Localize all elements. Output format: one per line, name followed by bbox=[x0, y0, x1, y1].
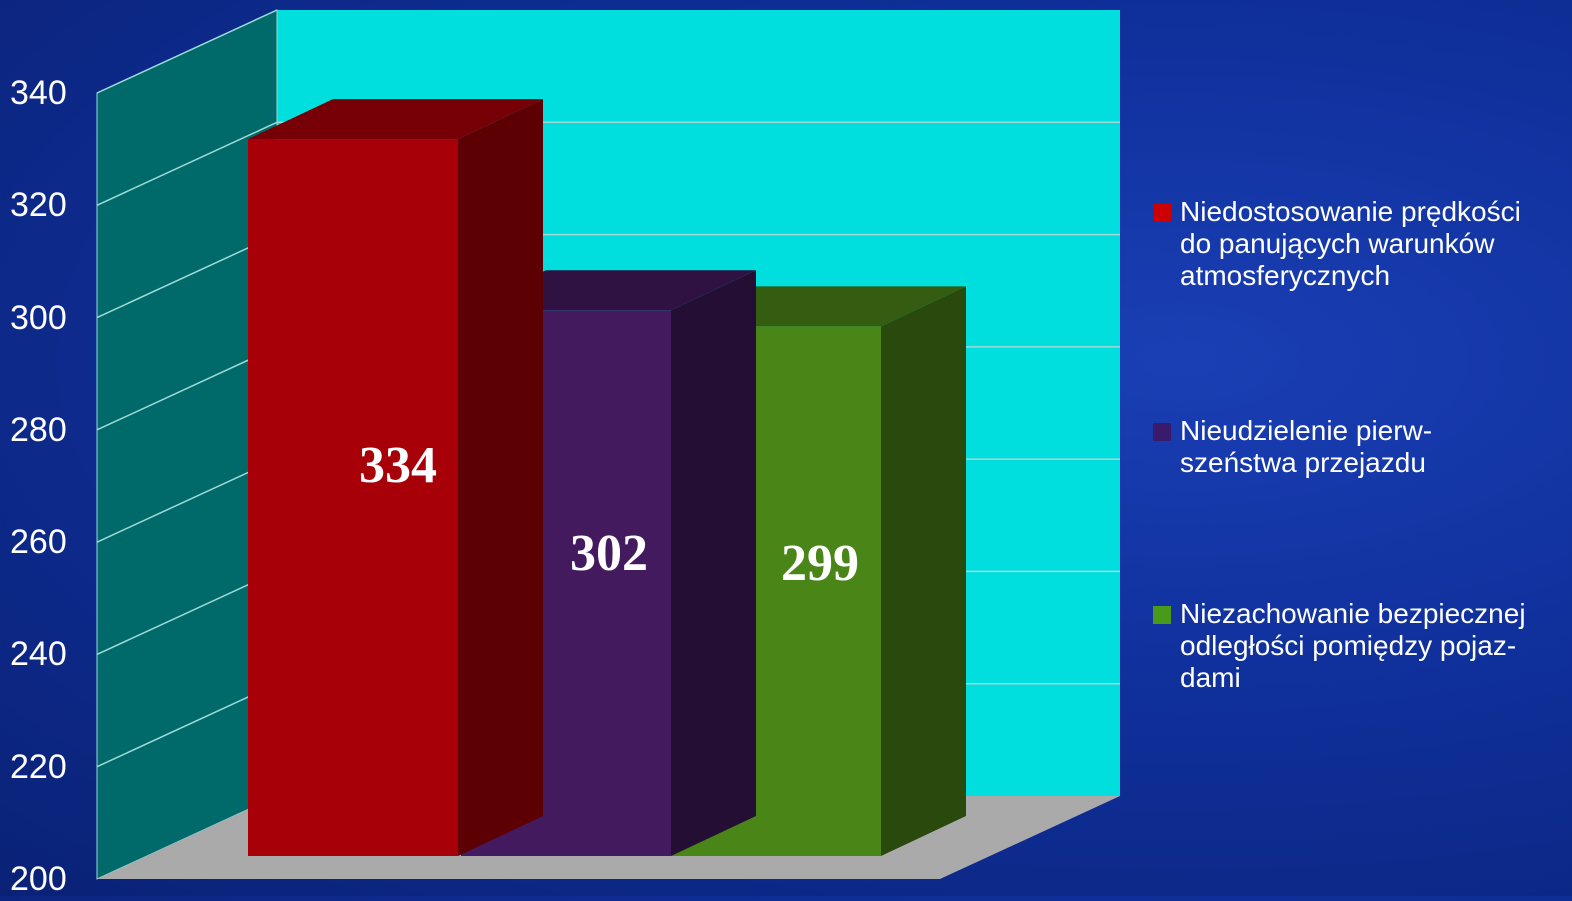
gridline-side bbox=[96, 9, 278, 94]
bar-side-face bbox=[881, 286, 966, 857]
bar-side-face bbox=[671, 270, 756, 856]
legend-label: Niezachowanie bezpiecznej bbox=[1180, 598, 1526, 629]
y-tick-label: 200 bbox=[10, 860, 67, 898]
bar-top-face bbox=[248, 99, 543, 140]
legend-item: Niezachowanie bezpiecznej odległości pomi… bbox=[1153, 598, 1568, 694]
y-tick-label: 300 bbox=[10, 298, 67, 337]
legend-swatch bbox=[1153, 204, 1171, 222]
legend-swatch bbox=[1153, 423, 1171, 441]
legend-label: szeństwa przejazdu bbox=[1180, 447, 1426, 478]
gridline-side bbox=[96, 570, 278, 656]
y-tick-label: 280 bbox=[10, 410, 67, 449]
legend-label: do panujących warunków bbox=[1180, 228, 1495, 259]
y-tick-label: 240 bbox=[10, 635, 67, 674]
gridline-side bbox=[96, 233, 278, 319]
gridline-side bbox=[96, 121, 278, 206]
gridline-side bbox=[96, 683, 278, 768]
gridline-side bbox=[96, 458, 278, 543]
legend-label: dami bbox=[1180, 662, 1241, 693]
legend-label: Nieudzielenie pierw- bbox=[1180, 415, 1433, 446]
legend-item: Niedostosowanie prędkości do panujących w… bbox=[1153, 196, 1568, 292]
data-label: 334 bbox=[359, 437, 437, 494]
legend-label: Niedostosowanie prędkości bbox=[1180, 196, 1521, 227]
bar bbox=[248, 139, 458, 857]
legend-swatch bbox=[1153, 606, 1171, 624]
legend-item: Nieudzielenie pierw-szeństwa przejazdu bbox=[1153, 415, 1568, 479]
y-tick-label: 320 bbox=[10, 186, 67, 225]
data-label: 299 bbox=[781, 535, 859, 592]
y-tick-label: 260 bbox=[10, 523, 67, 562]
legend-label: odległości pomiędzy pojaz- bbox=[1180, 630, 1517, 661]
gridline-side bbox=[96, 346, 278, 431]
data-label: 302 bbox=[570, 525, 648, 582]
legend-label: atmosferycznych bbox=[1180, 260, 1391, 291]
y-tick-label: 340 bbox=[10, 74, 67, 112]
bar-side-face bbox=[458, 99, 543, 857]
y-tick-label: 220 bbox=[10, 747, 67, 786]
